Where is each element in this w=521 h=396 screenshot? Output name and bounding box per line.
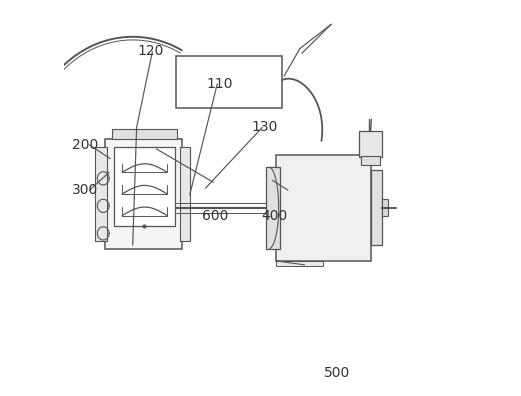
Bar — [381, 199, 388, 217]
Bar — [112, 129, 177, 139]
Bar — [176, 57, 282, 108]
Bar — [361, 156, 380, 165]
Bar — [105, 139, 182, 249]
Text: 500: 500 — [324, 366, 350, 380]
Bar — [266, 167, 280, 249]
Text: 120: 120 — [137, 44, 164, 57]
Bar — [359, 131, 382, 157]
Bar — [276, 155, 370, 261]
Text: 110: 110 — [206, 77, 232, 91]
Text: 130: 130 — [251, 120, 278, 134]
Bar — [180, 147, 190, 241]
Bar — [370, 170, 382, 245]
Text: 300: 300 — [72, 183, 98, 197]
Text: 400: 400 — [261, 209, 288, 223]
Text: 600: 600 — [202, 209, 229, 223]
Bar — [276, 261, 324, 266]
Bar — [114, 147, 175, 226]
Text: 200: 200 — [72, 138, 98, 152]
Bar — [95, 147, 107, 241]
